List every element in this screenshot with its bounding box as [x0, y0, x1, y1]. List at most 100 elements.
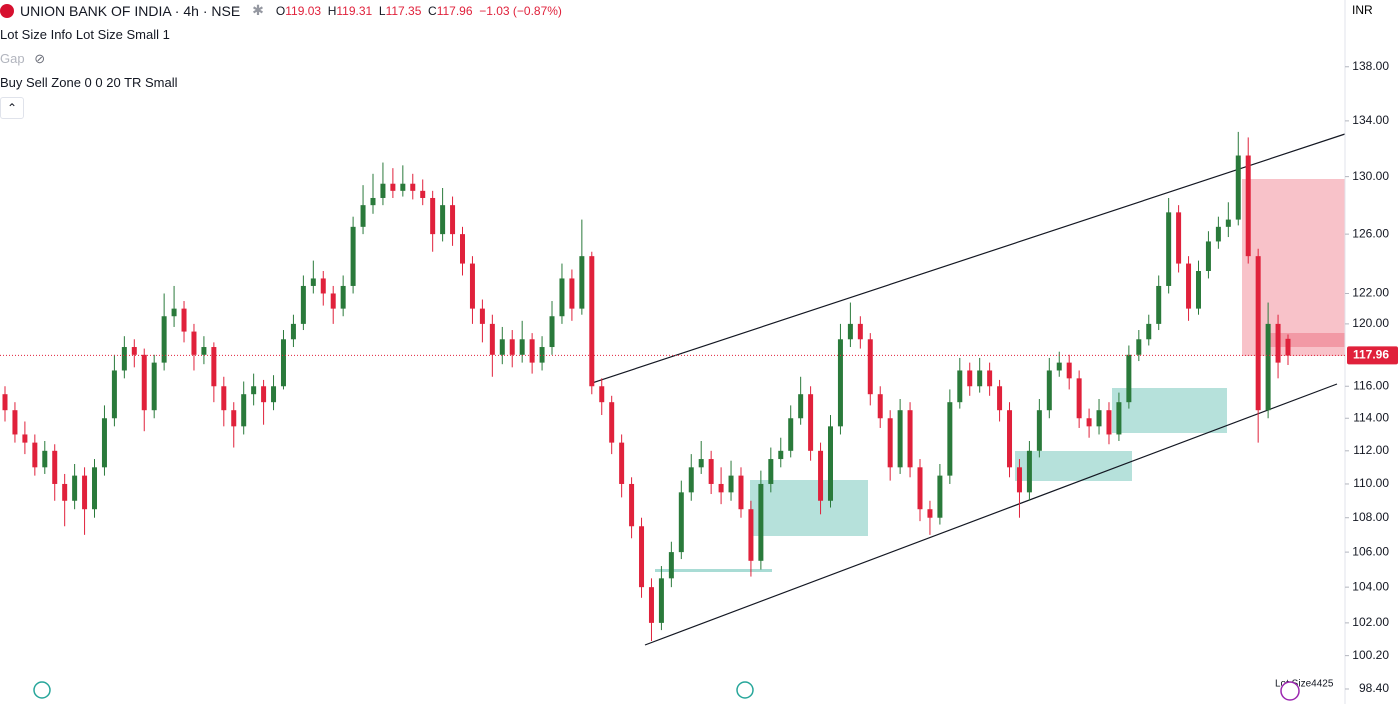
- y-tick-label: 138.00: [1352, 59, 1389, 73]
- candle-body: [1146, 323, 1152, 340]
- ohlc-label: H: [327, 3, 337, 18]
- trend-line[interactable]: [591, 133, 1346, 384]
- candle-body: [798, 394, 804, 419]
- candle-body: [619, 442, 625, 484]
- candle-body: [1007, 410, 1013, 468]
- candle-body: [728, 475, 734, 493]
- candle-body: [738, 475, 744, 510]
- candle-body: [191, 331, 197, 355]
- candle-body: [499, 339, 505, 355]
- candle-body: [1016, 467, 1022, 493]
- symbol-logo: [0, 3, 14, 18]
- alert-icon[interactable]: [1280, 681, 1300, 701]
- candle-body: [241, 394, 247, 427]
- candle-body: [141, 354, 147, 411]
- y-tick-label: 100.20: [1352, 648, 1389, 662]
- status-icon: ✱: [252, 2, 264, 18]
- ohlc-value: 117.35: [385, 3, 422, 18]
- candle-body: [897, 410, 903, 468]
- candle-body: [131, 347, 137, 355]
- candle-body: [668, 552, 674, 579]
- candle-body: [32, 442, 38, 468]
- y-tick-label: 122.00: [1352, 286, 1389, 300]
- candle-body: [460, 234, 466, 264]
- candle-body: [827, 426, 833, 501]
- indicator-label[interactable]: Gap ⊘: [0, 51, 45, 67]
- supply-zone-inner: [1270, 333, 1345, 347]
- change: −1.03 (−0.87%): [479, 3, 562, 18]
- candle-body: [1156, 285, 1162, 324]
- candle-body: [708, 459, 714, 484]
- candle-body: [390, 183, 396, 191]
- candle-body: [42, 450, 48, 468]
- indicator-label[interactable]: Buy Sell Zone 0 0 20 TR Small: [0, 75, 178, 90]
- candle-body: [947, 402, 953, 476]
- demand-zone: [655, 569, 772, 572]
- candle-body: [997, 386, 1003, 411]
- candle-body: [300, 285, 306, 324]
- candle-body: [907, 410, 913, 468]
- trend-line[interactable]: [644, 383, 1338, 646]
- candle-body: [509, 339, 515, 355]
- candle-body: [758, 483, 764, 561]
- candle-body: [609, 402, 615, 443]
- candle-body: [688, 467, 694, 493]
- candle-body: [121, 347, 127, 371]
- candle-body: [1166, 212, 1172, 286]
- candle-body: [340, 285, 346, 309]
- y-tick-label: 112.00: [1353, 443, 1389, 457]
- candle-body: [1275, 323, 1281, 363]
- collapse-button[interactable]: ⌃: [0, 97, 24, 119]
- candle-body: [92, 467, 98, 510]
- symbol[interactable]: UNION BANK OF INDIA · 4h · NSE: [20, 2, 241, 19]
- candle-body: [1186, 263, 1192, 309]
- candle-body: [111, 370, 117, 419]
- earnings-icon[interactable]: [33, 681, 51, 699]
- earnings-icon[interactable]: [736, 681, 754, 699]
- candle-body: [927, 509, 933, 518]
- y-tick-label: 104.00: [1352, 579, 1389, 593]
- candle-body: [648, 587, 654, 623]
- candle-body: [181, 308, 187, 332]
- y-tick-label: 108.00: [1352, 510, 1389, 524]
- currency-label[interactable]: INR: [1352, 3, 1373, 17]
- candle-body: [987, 370, 993, 387]
- candle-body: [818, 450, 824, 501]
- lot-size-badge: Lot Size4425: [1275, 679, 1334, 690]
- candle-body: [639, 526, 645, 588]
- candle-body: [519, 339, 525, 355]
- ohlc-value: 119.31: [336, 3, 373, 18]
- candle-body: [62, 483, 68, 501]
- candle-body: [718, 483, 724, 493]
- candle-body: [847, 323, 853, 340]
- candle-body: [400, 183, 406, 191]
- y-tick-label: 102.00: [1352, 615, 1389, 629]
- candle-body: [788, 418, 794, 451]
- last-price-box: [1347, 346, 1398, 365]
- candle-body: [1136, 339, 1142, 355]
- candle-body: [72, 475, 78, 501]
- indicator-label[interactable]: Lot Size Info Lot Size Small 1: [0, 27, 170, 42]
- y-tick-label: 116.00: [1353, 378, 1389, 392]
- candle-body: [937, 475, 943, 518]
- demand-zone: [750, 480, 868, 536]
- candle-body: [430, 197, 436, 235]
- candle-body: [261, 386, 267, 403]
- candles: [2, 131, 1291, 642]
- hidden-icon[interactable]: ⊘: [34, 51, 46, 66]
- candle-body: [450, 205, 456, 235]
- candle-body: [808, 394, 814, 451]
- candle-body: [529, 339, 535, 363]
- candle-body: [52, 450, 58, 484]
- event-marker[interactable]: [33, 681, 754, 699]
- candle-body: [1285, 338, 1291, 356]
- candle-body: [629, 483, 635, 527]
- candle-body: [350, 226, 356, 286]
- candle-body: [1225, 219, 1231, 227]
- candle-body: [489, 323, 495, 355]
- candle-body: [231, 410, 237, 427]
- candle-body: [678, 492, 684, 553]
- candle-body: [857, 323, 863, 340]
- indicator-name[interactable]: Gap: [0, 51, 25, 66]
